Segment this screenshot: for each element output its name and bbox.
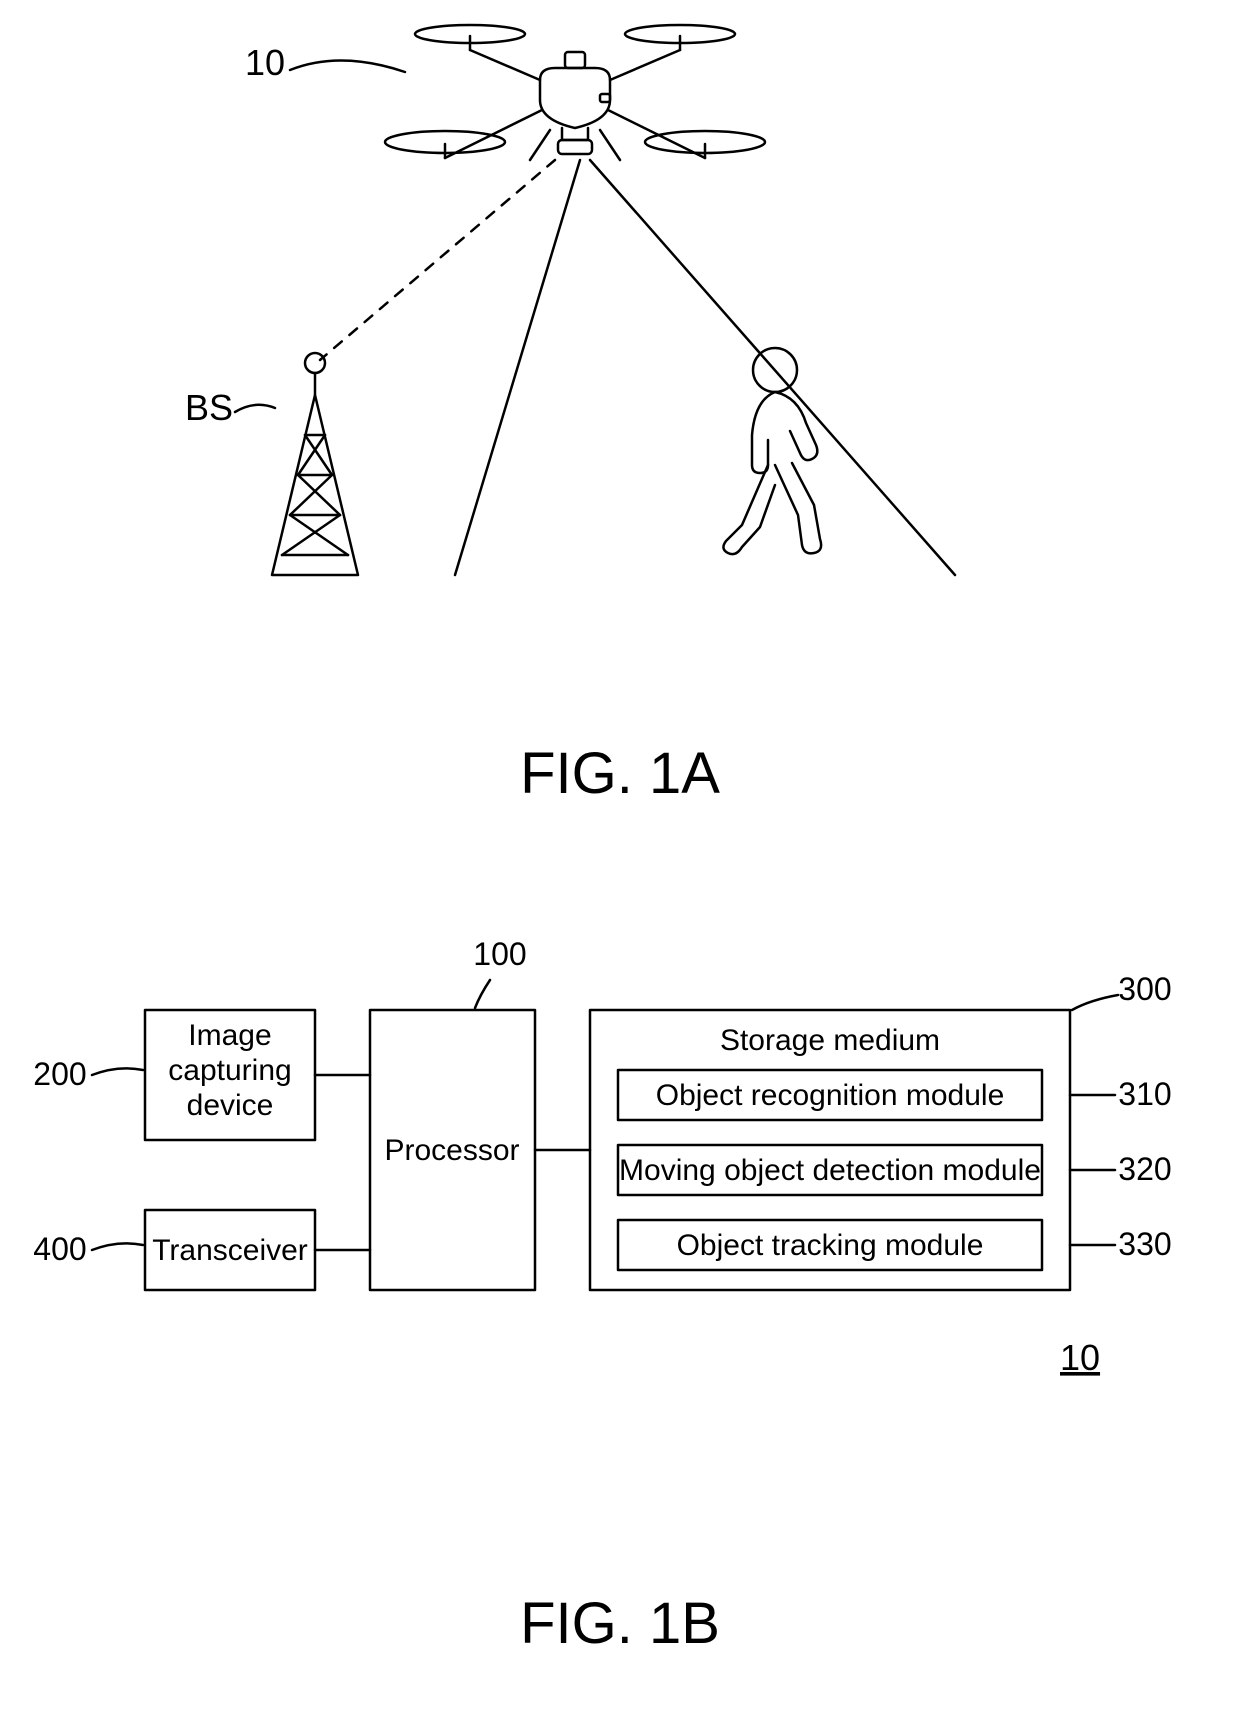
- image-capture-label-l3: device: [187, 1089, 274, 1122]
- page: 10: [0, 0, 1240, 1721]
- moving-detect-ref: 320: [1118, 1151, 1171, 1187]
- person-icon: [723, 348, 821, 554]
- image-capture-ref: 200: [33, 1056, 86, 1092]
- transceiver-label: Transceiver: [152, 1234, 308, 1267]
- transceiver-ref: 400: [33, 1231, 86, 1267]
- obj-recognition-ref: 310: [1118, 1076, 1171, 1112]
- storage-label: Storage medium: [720, 1024, 940, 1057]
- drone-icon: [385, 25, 765, 160]
- tower-icon: [272, 353, 358, 575]
- image-capture-label-l2: capturing: [168, 1054, 291, 1087]
- processor-ref: 100: [473, 936, 526, 972]
- obj-recognition-label: Object recognition module: [656, 1079, 1005, 1112]
- fig-1b-svg: Image capturing device Transceiver Proce…: [0, 910, 1240, 1470]
- tower-ref-label: BS: [185, 387, 233, 428]
- fig-1a-caption: FIG. 1A: [0, 740, 1240, 807]
- obj-tracking-label: Object tracking module: [677, 1229, 984, 1262]
- fig-1b-caption: FIG. 1B: [0, 1590, 1240, 1657]
- processor-label: Processor: [384, 1134, 519, 1167]
- drone-ref-label: 10: [245, 42, 285, 83]
- system-ref: 10: [1060, 1337, 1100, 1378]
- image-capture-label-l1: Image: [188, 1019, 271, 1052]
- obj-tracking-ref: 330: [1118, 1226, 1171, 1262]
- storage-ref: 300: [1118, 971, 1171, 1007]
- fig-1a-svg: 10: [0, 0, 1240, 620]
- moving-detect-label: Moving object detection module: [619, 1154, 1041, 1187]
